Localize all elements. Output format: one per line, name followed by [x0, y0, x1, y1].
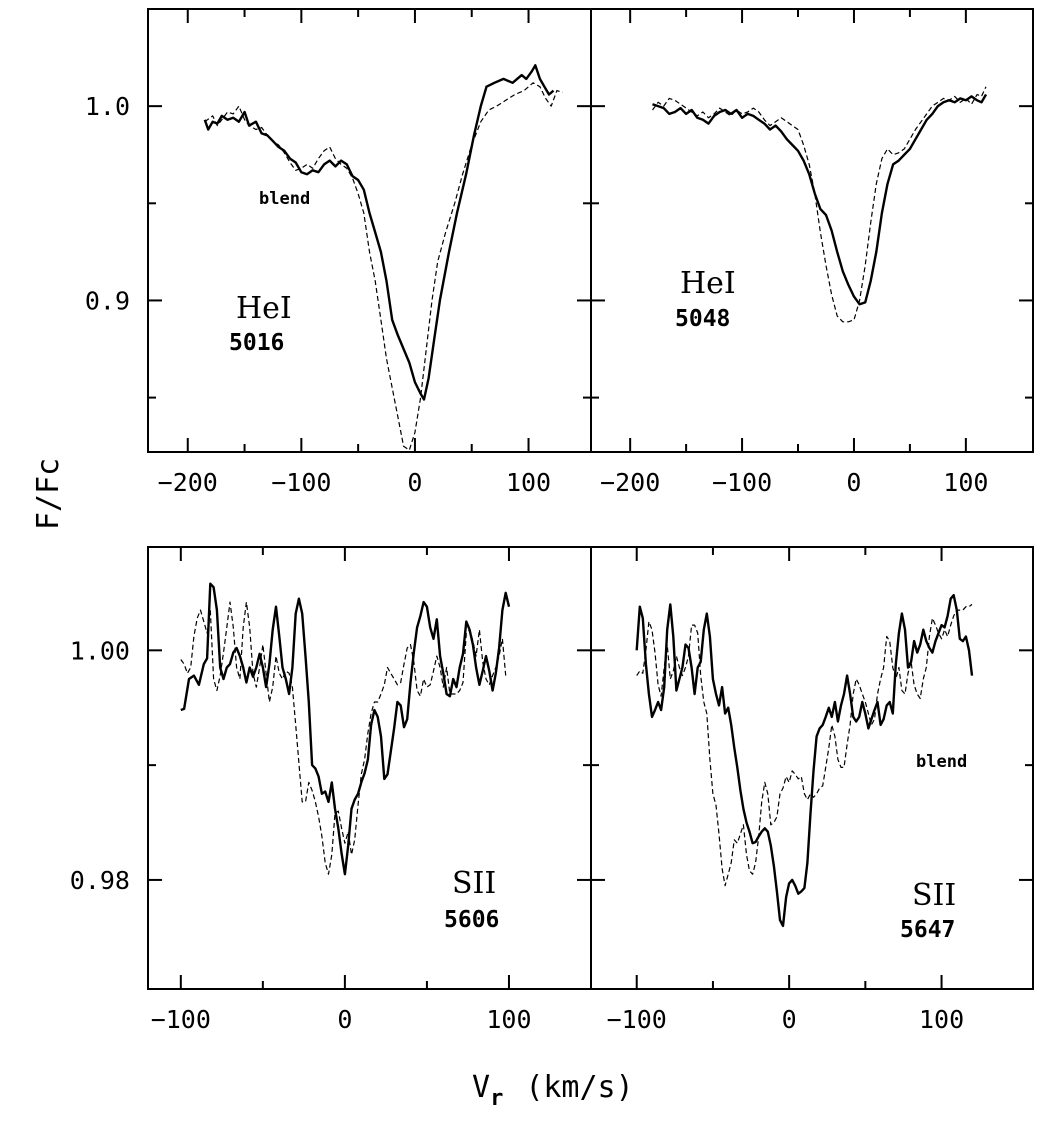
panel-frame-sii-5606 [147, 546, 592, 990]
x-axis-label-symbol: V [472, 1070, 490, 1105]
wavelength-sii-5606: 5606 [444, 907, 499, 933]
x-tick-label: −100 [712, 468, 772, 497]
x-tick-label: 100 [506, 468, 551, 497]
x-tick-label: −200 [600, 468, 660, 497]
solid-profile-line [635, 594, 974, 928]
solid-profile-line [180, 582, 511, 876]
x-tick-label: 0 [846, 468, 861, 497]
chart-marks: −200 −100 0 100 0.9 1.0 −200 −100 0 100 −100 0 100 0.… [70, 9, 1033, 1034]
x-tick-label: −200 [158, 468, 218, 497]
y-tick-label: 0.9 [85, 286, 130, 315]
blend-label-sii-5647: blend [916, 752, 967, 772]
y-axis-label: F/Fc [31, 458, 66, 530]
y-tick-label: 1.00 [70, 636, 130, 665]
x-tick-label: 100 [919, 1005, 964, 1034]
x-tick-label: 100 [943, 468, 988, 497]
wavelength-hei-5016: 5016 [229, 330, 284, 356]
y-tick-label: 1.0 [85, 92, 130, 121]
x-axis-label-units: (km/s) [525, 1070, 633, 1105]
x-tick-label: −100 [607, 1005, 667, 1034]
line-name-hei-5016: HeI [236, 291, 292, 326]
x-axis-label: Vr (km/s) [472, 1070, 634, 1111]
x-tick-label: −100 [151, 1005, 211, 1034]
wavelength-sii-5647: 5647 [900, 917, 955, 943]
solid-profile-line [652, 93, 988, 306]
line-name-sii-5606: SII [452, 866, 496, 901]
x-tick-label: 0 [782, 1005, 797, 1034]
solid-profile-line [203, 64, 555, 401]
x-tick-label: 0 [407, 468, 422, 497]
blend-label-hei-5016: blend [259, 189, 310, 209]
panel-frame-hei-5048 [590, 8, 1034, 453]
panel-frame-hei-5016 [147, 8, 592, 453]
dashed-profile-line [636, 603, 973, 887]
x-tick-label: 100 [486, 1005, 531, 1034]
dashed-profile-line [652, 86, 987, 323]
dashed-profile-line [204, 82, 563, 451]
y-tick-label: 0.98 [70, 866, 130, 895]
dashed-profile-line [180, 601, 507, 875]
line-name-hei-5048: HeI [680, 266, 736, 301]
x-tick-label: 0 [337, 1005, 352, 1034]
line-name-sii-5647: SII [912, 878, 956, 913]
wavelength-hei-5048: 5048 [675, 306, 730, 332]
panel-frame-sii-5647 [590, 546, 1034, 990]
x-tick-label: −100 [271, 468, 331, 497]
x-axis-label-subscript: r [490, 1086, 503, 1111]
